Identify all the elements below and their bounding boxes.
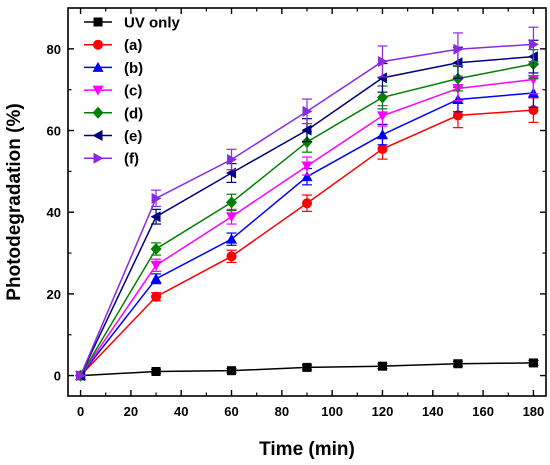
- data-point: [453, 359, 463, 369]
- x-tick-label: 0: [77, 404, 84, 419]
- x-tick-label: 140: [422, 404, 444, 419]
- legend-marker: [93, 39, 103, 50]
- legend-marker: [93, 152, 104, 164]
- x-tick-label: 20: [124, 404, 138, 419]
- data-point: [226, 212, 238, 223]
- legend-label: (b): [124, 60, 143, 77]
- ticks-layer: 0 20 40 60 80 100 120 140 160 180 0 20 40 60 80: [47, 8, 546, 419]
- y-tick-label: 60: [47, 124, 61, 139]
- data-point: [452, 110, 463, 121]
- data-point: [377, 143, 388, 154]
- x-tick-label: 100: [321, 404, 343, 419]
- data-point: [302, 198, 312, 209]
- legend-label: (f): [124, 151, 139, 168]
- legend-marker: [92, 106, 104, 119]
- data-point: [301, 161, 313, 172]
- x-tick-label: 160: [472, 404, 494, 419]
- data-point: [302, 362, 312, 372]
- data-point: [528, 38, 539, 50]
- series-layer: [75, 26, 539, 382]
- data-point: [301, 171, 313, 182]
- legend-label: (d): [124, 105, 143, 122]
- series-0: [76, 358, 539, 381]
- data-point: [453, 43, 464, 55]
- legend-label: (e): [124, 128, 142, 145]
- data-point: [151, 366, 161, 376]
- data-point: [376, 72, 387, 84]
- x-axis-title: Time (min): [259, 439, 355, 460]
- legend-item: (d): [84, 105, 143, 122]
- legend-item: (b): [84, 60, 143, 77]
- data-point: [226, 196, 238, 209]
- data-point: [302, 105, 313, 117]
- data-point: [301, 124, 312, 136]
- data-point: [377, 361, 387, 371]
- x-tick-label: 60: [224, 404, 238, 419]
- data-point: [377, 56, 388, 68]
- data-point: [227, 154, 238, 166]
- data-point: [151, 192, 162, 204]
- data-point: [376, 91, 388, 104]
- legend-item: (f): [84, 151, 139, 168]
- data-point: [150, 273, 162, 284]
- legend-marker: [93, 17, 103, 27]
- data-point: [150, 211, 161, 223]
- y-tick-label: 20: [47, 287, 61, 302]
- data-point: [376, 111, 388, 122]
- legend-marker: [92, 85, 104, 96]
- data-point: [151, 291, 162, 302]
- data-point: [527, 74, 539, 85]
- data-point: [150, 260, 162, 271]
- data-point: [150, 242, 162, 255]
- series-6: [76, 26, 539, 382]
- legend-item: UV only: [84, 15, 180, 32]
- legend-label: (c): [124, 83, 142, 100]
- data-point: [76, 370, 87, 382]
- data-point: [226, 251, 237, 262]
- x-tick-label: 80: [275, 404, 289, 419]
- legend-marker: [92, 130, 103, 141]
- y-tick-label: 40: [47, 205, 61, 220]
- data-point: [528, 358, 538, 368]
- data-point: [227, 366, 237, 376]
- y-tick-label: 0: [54, 369, 61, 384]
- x-tick-label: 40: [174, 404, 188, 419]
- legend-marker: [92, 61, 104, 72]
- legend-label: (a): [124, 37, 142, 54]
- y-tick-label: 80: [47, 42, 61, 57]
- legend-item: (e): [84, 128, 142, 145]
- x-tick-label: 120: [372, 404, 394, 419]
- data-point: [376, 129, 388, 140]
- legend-label: UV only: [124, 15, 180, 32]
- legend-item: (a): [84, 37, 142, 54]
- legend-item: (c): [84, 83, 142, 100]
- data-point: [226, 233, 238, 244]
- y-axis-title: Photodegradation (%): [4, 103, 25, 300]
- legend: UV only (a) (b) (c) (d) (e) (f): [84, 15, 180, 168]
- x-tick-label: 180: [523, 404, 545, 419]
